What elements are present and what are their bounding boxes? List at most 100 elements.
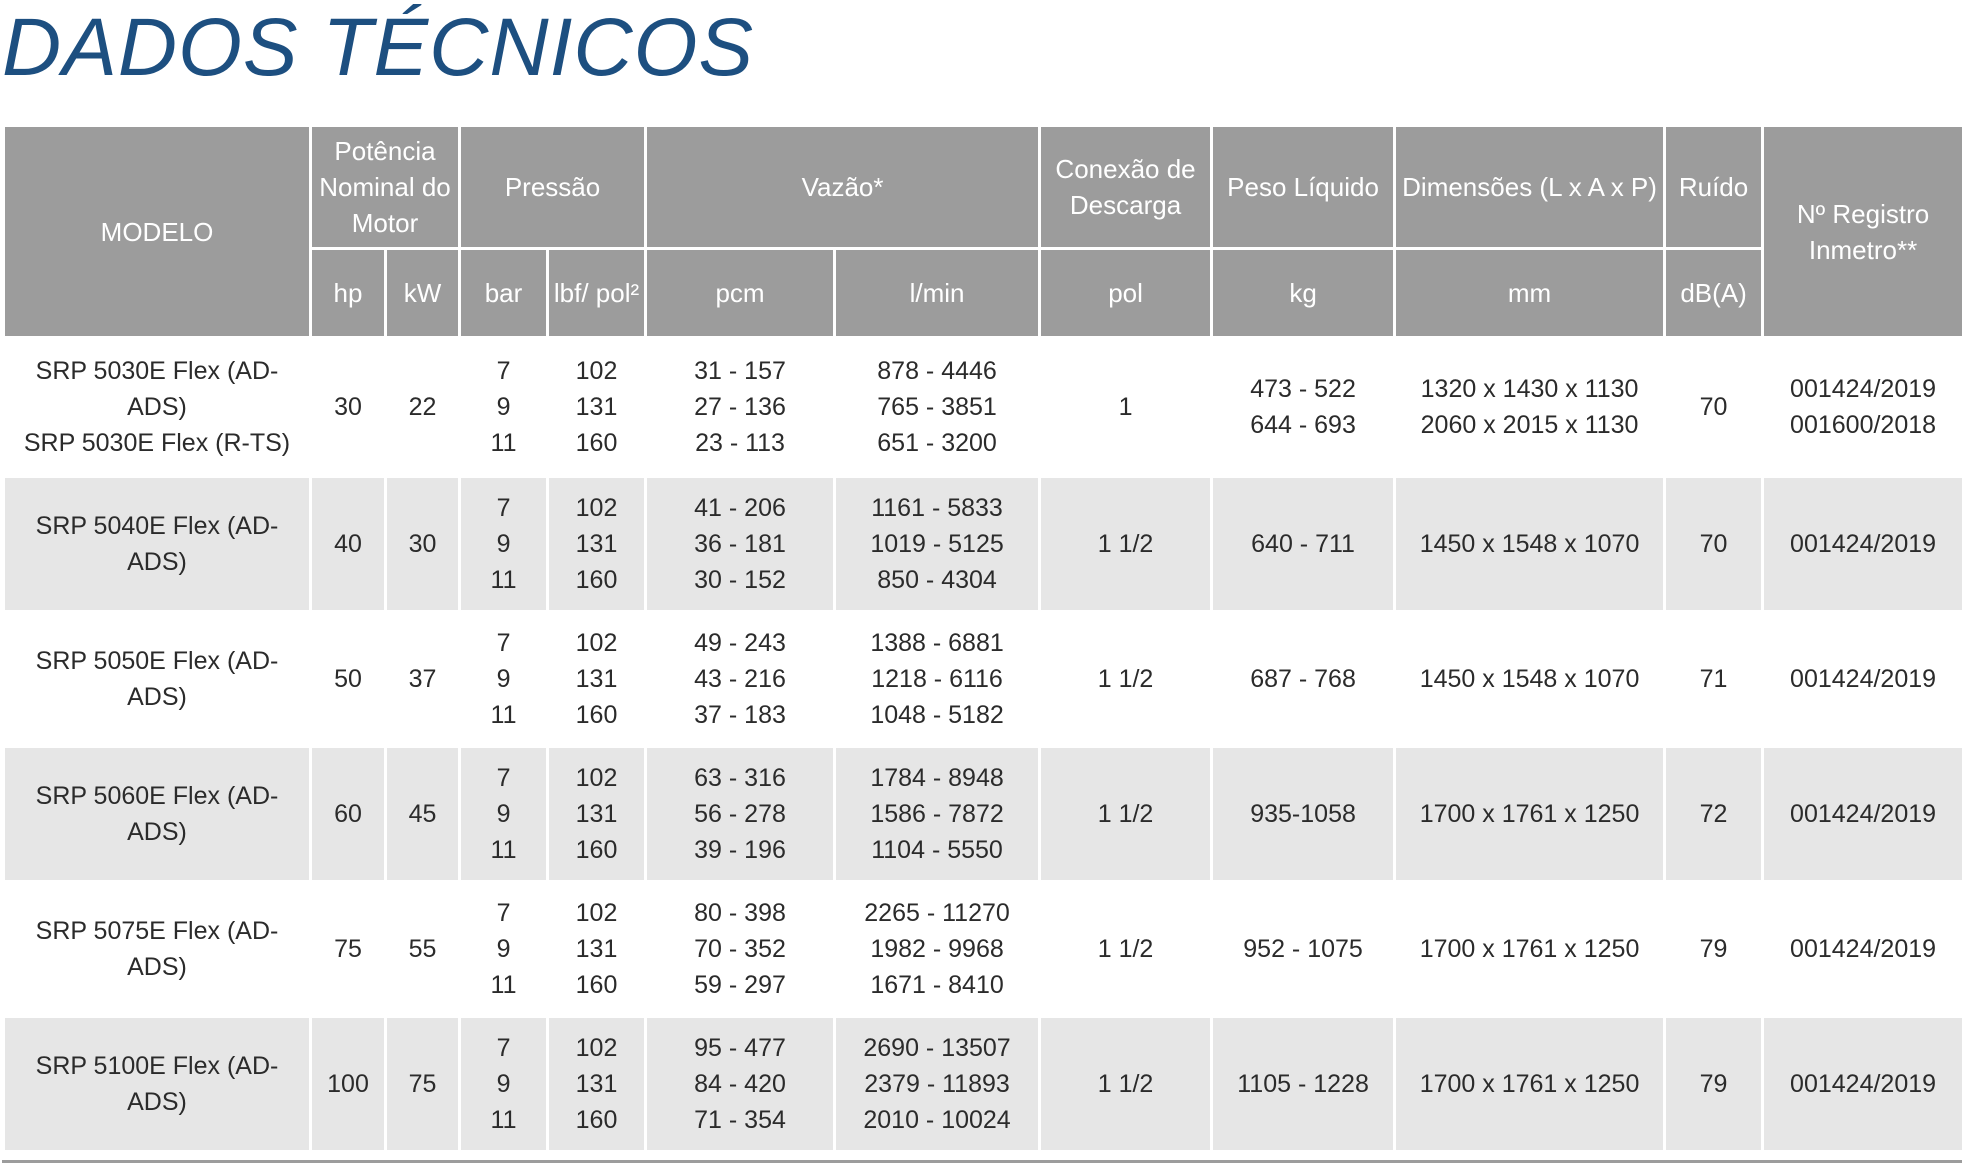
cell-lbf-line: 102 xyxy=(575,494,618,522)
cell-model: SRP 5100E Flex (AD-ADS) xyxy=(2,1015,312,1153)
cell-lmin-line: 2010 - 10024 xyxy=(863,1106,1011,1134)
cell-bar-line: 11 xyxy=(490,429,517,457)
cell-kw: 45 xyxy=(383,745,462,883)
cell-db: 71 xyxy=(1663,610,1765,748)
cell-pcm-line: 95 - 477 xyxy=(694,1034,786,1062)
cell-kg-line: 935-1058 xyxy=(1250,800,1356,828)
cell-pcm: 80 - 398 70 - 352 59 - 297 xyxy=(644,880,837,1018)
cell-kw: 37 xyxy=(383,610,462,748)
table-row: SRP 5050E Flex (AD-ADS) 50 37 7 9 11 102 131 160… xyxy=(2,610,1963,748)
cell-registro-line: 001424/2019 xyxy=(1790,935,1937,963)
cell-kg-line: 473 - 522 xyxy=(1250,375,1356,403)
cell-registro-line: 001424/2019 xyxy=(1790,530,1937,558)
unit-pcm: pcm xyxy=(644,247,837,339)
header-modelo: MODELO xyxy=(2,124,312,339)
cell-lbf-line: 131 xyxy=(575,935,618,963)
cell-kw: 30 xyxy=(383,475,462,613)
cell-mm-line: 2060 x 2015 x 1130 xyxy=(1420,411,1639,439)
cell-lmin-line: 1218 - 6116 xyxy=(871,665,1003,693)
cell-registro: 001424/2019 001600/2018 xyxy=(1761,336,1963,478)
cell-registro: 001424/2019 xyxy=(1761,610,1963,748)
cell-bar-line: 9 xyxy=(496,665,511,693)
technical-data-table: MODELO Potência Nominal do Motor Pressão… xyxy=(2,124,1963,1153)
cell-kg-line: 644 - 693 xyxy=(1250,411,1356,439)
cell-mm: 1320 x 1430 x 1130 2060 x 2015 x 1130 xyxy=(1393,336,1667,478)
cell-model-line: SRP 5030E Flex (R-TS) xyxy=(23,429,291,457)
cell-model: SRP 5030E Flex (AD-ADS) SRP 5030E Flex (R… xyxy=(2,336,312,478)
cell-pcm: 95 - 477 84 - 420 71 - 354 xyxy=(644,1015,837,1153)
table-row: SRP 5075E Flex (AD-ADS) 75 55 7 9 11 102 131 160… xyxy=(2,880,1963,1018)
cell-lmin-line: 1104 - 5550 xyxy=(871,836,1003,864)
unit-kw: kW xyxy=(383,247,462,339)
cell-bar-line: 11 xyxy=(490,836,517,864)
cell-pol: 1 1/2 xyxy=(1038,475,1214,613)
cell-lbf-line: 160 xyxy=(575,836,618,864)
cell-lmin-line: 651 - 3200 xyxy=(877,429,997,457)
cell-lmin-line: 1048 - 5182 xyxy=(870,701,1004,729)
cell-lbf-line: 160 xyxy=(575,701,618,729)
cell-lmin: 1784 - 8948 1586 - 7872 1104 - 5550 xyxy=(833,745,1042,883)
cell-bar: 7 9 11 xyxy=(458,475,550,613)
cell-pcm-line: 37 - 183 xyxy=(694,701,786,729)
cell-pcm-line: 59 - 297 xyxy=(694,971,786,999)
cell-mm-line: 1700 x 1761 x 1250 xyxy=(1419,1070,1640,1098)
cell-lbf-line: 160 xyxy=(575,971,618,999)
cell-bar: 7 9 11 xyxy=(458,745,550,883)
unit-pol: pol xyxy=(1038,247,1214,339)
cell-bar: 7 9 11 xyxy=(458,1015,550,1153)
cell-lmin: 2265 - 11270 1982 - 9968 1671 - 8410 xyxy=(833,880,1042,1018)
table-row: SRP 5030E Flex (AD-ADS) SRP 5030E Flex (R… xyxy=(2,336,1963,478)
cell-mm-line: 1700 x 1761 x 1250 xyxy=(1419,800,1640,828)
cell-hp: 50 xyxy=(309,610,387,748)
cell-bar-line: 7 xyxy=(496,357,511,385)
cell-lbf: 102 131 160 xyxy=(546,475,648,613)
cell-bar-line: 7 xyxy=(496,494,511,522)
cell-lbf: 102 131 160 xyxy=(546,610,648,748)
cell-bar-line: 9 xyxy=(496,935,511,963)
cell-pol: 1 1/2 xyxy=(1038,610,1214,748)
cell-registro-line: 001424/2019 xyxy=(1790,375,1937,403)
cell-lbf-line: 102 xyxy=(575,357,618,385)
cell-mm: 1450 x 1548 x 1070 xyxy=(1393,610,1667,748)
cell-mm-line: 1320 x 1430 x 1130 xyxy=(1420,375,1639,403)
cell-pcm-line: 27 - 136 xyxy=(694,393,786,421)
cell-lbf-line: 131 xyxy=(575,530,618,558)
cell-lbf: 102 131 160 xyxy=(546,880,648,1018)
cell-model-line: SRP 5050E Flex (AD-ADS) xyxy=(35,647,279,711)
header-peso: Peso Líquido xyxy=(1210,124,1397,250)
cell-kw: 55 xyxy=(383,880,462,1018)
cell-pol: 1 1/2 xyxy=(1038,1015,1214,1153)
cell-pol: 1 1/2 xyxy=(1038,880,1214,1018)
cell-bar-line: 9 xyxy=(496,393,511,421)
cell-mm-line: 1450 x 1548 x 1070 xyxy=(1419,530,1640,558)
cell-registro: 001424/2019 xyxy=(1761,880,1963,1018)
cell-kg: 952 - 1075 xyxy=(1210,880,1397,1018)
cell-pcm-line: 49 - 243 xyxy=(694,629,786,657)
cell-lbf-line: 102 xyxy=(575,764,618,792)
cell-lmin-line: 765 - 3851 xyxy=(877,393,997,421)
cell-lbf-line: 131 xyxy=(575,393,618,421)
table-row: SRP 5100E Flex (AD-ADS) 100 75 7 9 11 102 131 16… xyxy=(2,1015,1963,1153)
cell-lbf-line: 131 xyxy=(575,800,618,828)
cell-bar-line: 7 xyxy=(496,899,511,927)
header-dimensoes: Dimensões (L x A x P) xyxy=(1393,124,1667,250)
cell-model: SRP 5050E Flex (AD-ADS) xyxy=(2,610,312,748)
cell-kg-line: 687 - 768 xyxy=(1250,665,1356,693)
cell-db: 72 xyxy=(1663,745,1765,883)
cell-registro: 001424/2019 xyxy=(1761,475,1963,613)
header-vazao: Vazão* xyxy=(644,124,1042,250)
cell-hp: 75 xyxy=(309,880,387,1018)
cell-bar-line: 7 xyxy=(496,764,511,792)
cell-lbf: 102 131 160 xyxy=(546,745,648,883)
technical-data-table-wrapper: MODELO Potência Nominal do Motor Pressão… xyxy=(2,124,1963,1153)
cell-db: 79 xyxy=(1663,880,1765,1018)
page-title: DADOS TÉCNICOS xyxy=(2,2,755,93)
cell-lbf: 102 131 160 xyxy=(546,336,648,478)
cell-pcm-line: 30 - 152 xyxy=(694,566,786,594)
cell-hp: 100 xyxy=(309,1015,387,1153)
header-registro: Nº Registro Inmetro** xyxy=(1761,124,1963,339)
cell-lmin-line: 850 - 4304 xyxy=(877,566,997,594)
cell-kw: 22 xyxy=(383,336,462,478)
cell-kg: 1105 - 1228 xyxy=(1210,1015,1397,1153)
cell-model: SRP 5075E Flex (AD-ADS) xyxy=(2,880,312,1018)
